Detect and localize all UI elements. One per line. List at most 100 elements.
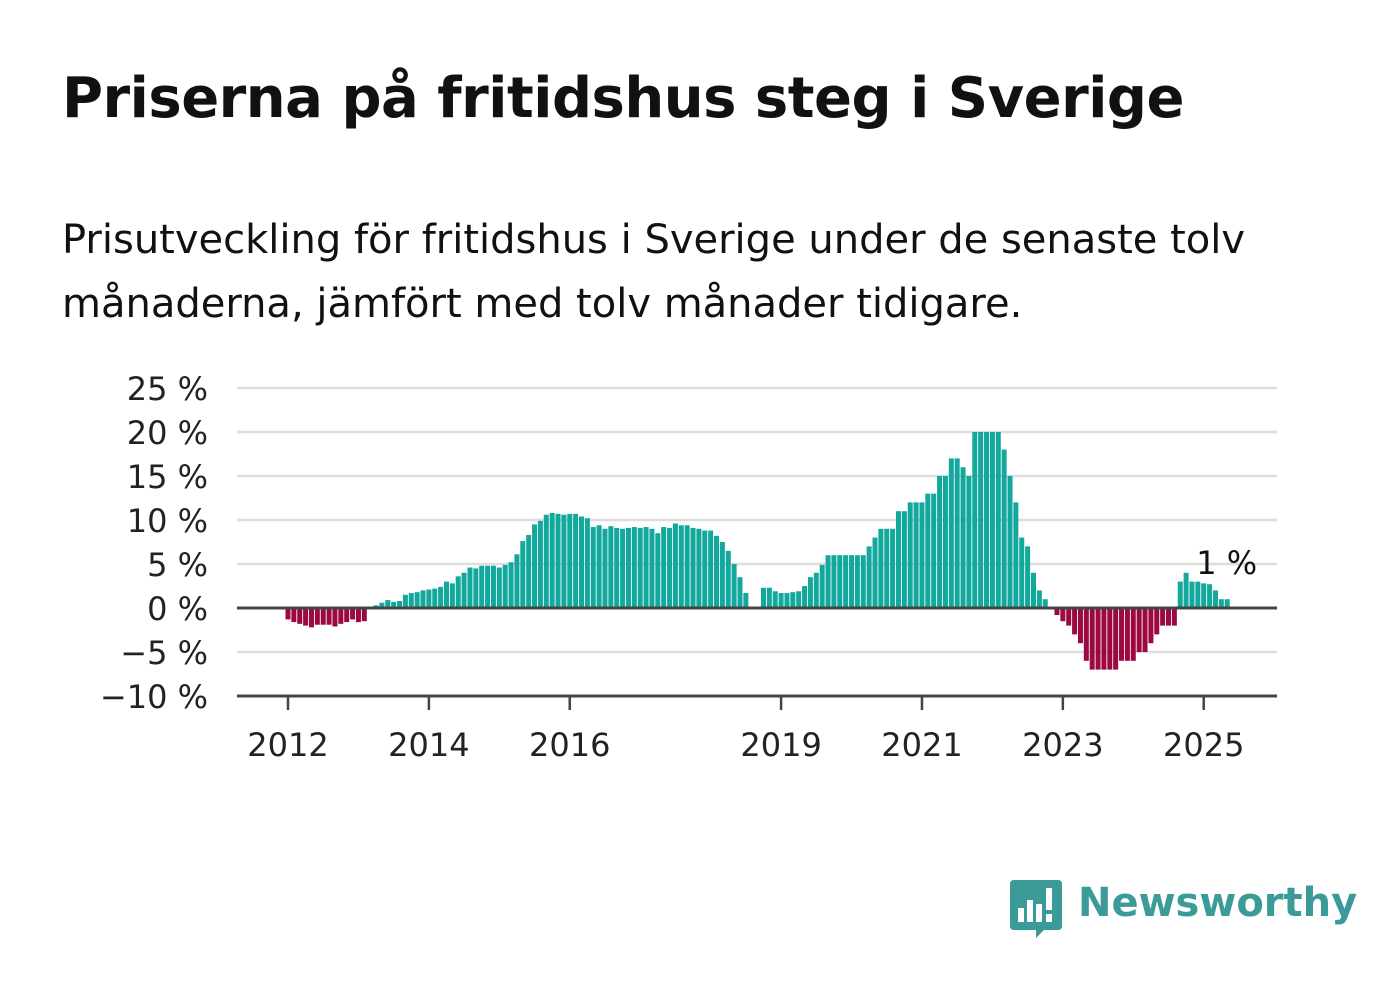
- bar: [1119, 608, 1125, 661]
- bar: [1218, 599, 1224, 608]
- y-tick-label: 0 %: [147, 590, 208, 628]
- bar: [1036, 590, 1042, 608]
- bar: [426, 589, 432, 608]
- bar: [1142, 608, 1148, 652]
- bar: [1113, 608, 1119, 670]
- y-tick-label: −5 %: [120, 634, 208, 672]
- bar: [496, 567, 502, 608]
- bar: [678, 525, 684, 608]
- bar: [643, 527, 649, 608]
- bar: [1101, 608, 1107, 670]
- bar: [526, 534, 532, 608]
- bar: [760, 587, 766, 608]
- bar: [1212, 590, 1218, 608]
- bar: [837, 555, 843, 608]
- bar: [1130, 608, 1136, 661]
- bar: [860, 555, 866, 608]
- bar: [854, 555, 860, 608]
- bar: [813, 572, 819, 608]
- bar: [984, 432, 990, 608]
- bar: [485, 565, 491, 608]
- bar: [667, 527, 673, 608]
- bar: [878, 528, 884, 608]
- bar: [379, 602, 385, 608]
- tick-labels: 25 % 20 % 15 % 10 % 5 % 0 % −5 % −10 % 2012 2014 2…: [100, 370, 1257, 764]
- y-tick-label: 10 %: [127, 502, 208, 540]
- bar: [819, 564, 825, 608]
- bar: [1095, 608, 1101, 670]
- bar: [625, 527, 631, 608]
- bar: [849, 555, 855, 608]
- bar: [391, 601, 397, 608]
- bar: [285, 608, 291, 620]
- bar: [314, 608, 320, 625]
- bar: [449, 583, 455, 608]
- chart-title: Priserna på fritidshus steg i Sverige: [62, 66, 1184, 131]
- y-tick-label: −10 %: [100, 678, 208, 716]
- bar: [1030, 572, 1036, 608]
- bar: [1189, 581, 1195, 608]
- bar: [537, 520, 543, 608]
- bar-chart: 25 % 20 % 15 % 10 % 5 % 0 % −5 % −10 % 2012 2014 2…: [100, 370, 1277, 764]
- bar: [802, 586, 808, 608]
- bar: [402, 594, 408, 608]
- bar: [719, 542, 725, 608]
- bar: [895, 511, 901, 608]
- bar: [385, 600, 391, 608]
- bar: [995, 432, 1001, 608]
- bar: [960, 467, 966, 608]
- bar: [702, 530, 708, 608]
- bar: [989, 432, 995, 608]
- bars: [285, 432, 1230, 670]
- bar: [1066, 608, 1072, 626]
- bar: [1054, 608, 1060, 616]
- bar: [1060, 608, 1066, 622]
- bar: [790, 592, 796, 608]
- bar: [1019, 537, 1025, 608]
- bar: [1154, 608, 1160, 635]
- bar: [807, 577, 813, 608]
- bar: [1124, 608, 1130, 661]
- bar: [408, 593, 414, 608]
- bar: [573, 513, 579, 608]
- bar: [291, 608, 297, 623]
- bar: [772, 591, 778, 608]
- bar: [579, 516, 584, 608]
- bar: [714, 535, 720, 608]
- bar: [614, 527, 620, 608]
- x-tick-label: 2019: [740, 726, 821, 764]
- bar: [1001, 449, 1007, 608]
- bar: [590, 527, 596, 608]
- gridlines: [237, 386, 1277, 654]
- bar: [502, 564, 508, 608]
- x-tick-label: 2023: [1022, 726, 1103, 764]
- bar: [1171, 608, 1177, 626]
- bar: [737, 577, 743, 608]
- bar: [972, 432, 978, 608]
- bar: [637, 527, 643, 608]
- bar: [942, 476, 948, 608]
- bar: [338, 608, 344, 624]
- bar: [919, 502, 925, 608]
- bar: [872, 537, 878, 608]
- bar: [332, 608, 338, 627]
- bar: [1083, 608, 1089, 661]
- bar: [508, 562, 514, 608]
- bar: [520, 541, 526, 608]
- bar: [901, 511, 907, 608]
- brand-name: Newsworthy: [1078, 880, 1358, 926]
- bar: [690, 527, 696, 608]
- bar: [1195, 581, 1201, 608]
- bar: [1183, 572, 1189, 608]
- bar: [602, 528, 608, 608]
- y-tick-label: 15 %: [127, 458, 208, 496]
- bar: [397, 600, 403, 608]
- bar: [655, 533, 661, 608]
- bar: [297, 608, 303, 624]
- bar: [438, 586, 444, 608]
- last-value-annotation: 1 %: [1196, 544, 1257, 582]
- bar: [461, 572, 467, 608]
- bar: [725, 550, 731, 608]
- bar: [350, 608, 356, 620]
- bar: [432, 588, 438, 608]
